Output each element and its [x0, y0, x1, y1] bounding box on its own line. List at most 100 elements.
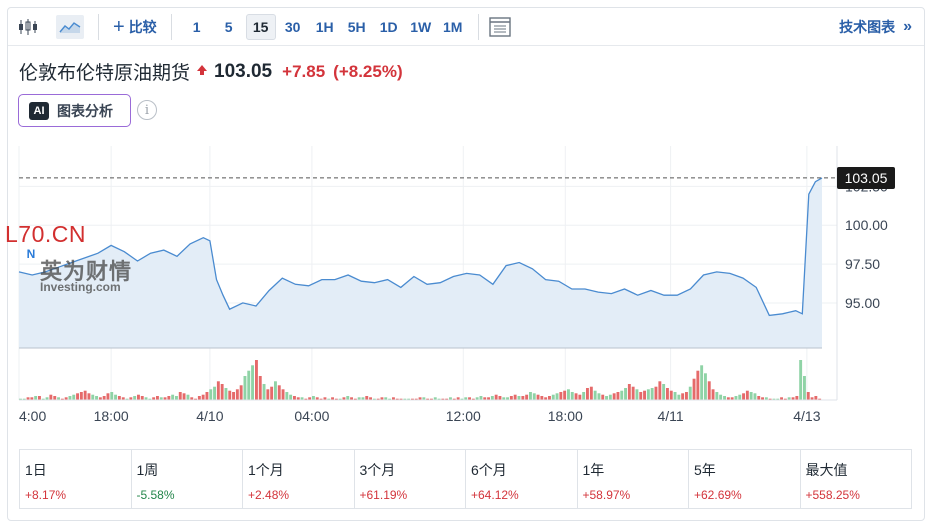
interval-5[interactable]: 5 — [224, 18, 233, 35]
volume-bar — [194, 398, 197, 400]
volume-bar — [384, 397, 388, 400]
volume-bar — [72, 394, 76, 400]
volume-bar — [452, 398, 456, 400]
volume-bar — [319, 398, 323, 400]
volume-bar — [334, 398, 338, 400]
brand-watermark-en: Investing.com — [40, 280, 121, 294]
area-chart-icon[interactable] — [48, 8, 92, 46]
volume-bar — [388, 398, 392, 400]
site-watermark: L70.CN — [5, 221, 86, 247]
volume-bar — [277, 385, 281, 400]
period-cell[interactable]: 1年 +58.97% — [578, 450, 689, 508]
volume-bar — [445, 398, 449, 400]
info-icon[interactable]: i — [137, 100, 157, 120]
fullscreen-icon[interactable] — [485, 8, 515, 46]
volume-bar — [593, 390, 597, 400]
double-chevron-right-icon: » — [903, 18, 912, 35]
x-tick-label: 4/13 — [793, 408, 820, 424]
volume-bar — [243, 376, 247, 400]
instrument-change: +7.85 — [282, 61, 326, 81]
volume-bar — [624, 388, 627, 400]
volume-bar — [483, 397, 487, 400]
volume-bar — [22, 398, 26, 400]
interval-15[interactable]: 15 — [245, 13, 276, 40]
volume-bar — [418, 397, 422, 400]
period-cell[interactable]: 1个月 +2.48% — [243, 450, 355, 508]
volume-bar — [502, 397, 506, 400]
volume-bar — [178, 392, 182, 400]
period-label: 6个月 — [471, 462, 507, 478]
volume-bar — [449, 397, 452, 400]
volume-bar — [749, 392, 753, 400]
volume-bar — [719, 394, 723, 400]
volume-bar — [646, 389, 650, 400]
period-change: +61.19% — [359, 488, 408, 502]
volume-bar — [772, 398, 776, 400]
candlestick-icon[interactable] — [8, 8, 48, 46]
volume-bar — [521, 396, 525, 400]
interval-1m[interactable]: 1M — [442, 18, 463, 35]
period-label: 3个月 — [359, 462, 396, 478]
volume-bar — [677, 394, 681, 400]
volume-bar — [711, 389, 715, 400]
price-line — [18, 177, 823, 317]
volume-bar — [76, 393, 79, 400]
ai-chart-analysis-button[interactable]: AI 图表分析 — [18, 94, 131, 127]
volume-bar — [68, 396, 72, 400]
interval-30[interactable]: 30 — [284, 18, 301, 35]
volume-bar — [38, 396, 41, 400]
period-cell[interactable]: 1日 +8.17% — [20, 450, 132, 508]
volume-bar — [795, 396, 799, 400]
interval-1d[interactable]: 1D — [379, 18, 398, 35]
technical-chart-label: 技术图表 — [839, 19, 896, 35]
volume-bar — [757, 396, 761, 400]
volume-bar — [490, 396, 494, 400]
volume-bar — [745, 390, 749, 400]
volume-bar — [57, 397, 60, 400]
volume-bar — [216, 381, 220, 400]
technical-chart-link[interactable]: 技术图表 » — [839, 8, 912, 46]
volume-bar — [532, 393, 536, 400]
volume-bar — [296, 397, 300, 400]
volume-bar — [380, 397, 384, 400]
volume-bar — [468, 397, 471, 400]
period-cell[interactable]: 5年 +62.69% — [689, 450, 801, 508]
period-cell[interactable]: 3个月 +61.19% — [355, 450, 466, 508]
period-cell[interactable]: 最大值 +558.25% — [801, 450, 912, 508]
volume-bar — [140, 396, 144, 400]
compare-button[interactable]: + 比较 — [105, 8, 165, 46]
volume-bar — [666, 388, 669, 400]
interval-1h[interactable]: 1H — [315, 18, 334, 35]
volume-bar — [365, 396, 369, 400]
volume-bar — [536, 394, 540, 400]
price-chart[interactable]: 95.0097.50100.00102.504:0018:004/1004:00… — [0, 0, 935, 430]
interval-5h[interactable]: 5H — [347, 18, 366, 35]
volume-bar — [186, 394, 190, 400]
period-label: 1个月 — [248, 462, 284, 478]
volume-bar — [426, 398, 430, 400]
volume-bar — [597, 393, 601, 400]
x-tick-label: 4/11 — [658, 408, 684, 424]
interval-1[interactable]: 1 — [192, 18, 201, 35]
period-cell[interactable]: 1周 -5.58% — [132, 450, 243, 508]
period-change: +62.69% — [694, 488, 742, 502]
volume-bar — [148, 398, 152, 400]
volume-bar — [235, 389, 239, 400]
volume-bar — [673, 392, 677, 400]
volume-bar — [768, 398, 772, 400]
volume-bar — [281, 389, 285, 400]
toolbar-divider — [98, 13, 99, 40]
volume-bar — [707, 381, 711, 400]
volume-bar — [608, 394, 612, 400]
volume-bar — [357, 397, 361, 400]
volume-bar — [563, 390, 567, 400]
volume-bar — [681, 393, 685, 400]
volume-bar — [255, 360, 258, 400]
volume-bar — [635, 389, 639, 400]
interval-1w[interactable]: 1W — [410, 18, 432, 35]
brand-watermark-cn: 英为财情 — [40, 259, 133, 284]
volume-bar — [327, 398, 331, 400]
volume-bar — [471, 398, 475, 400]
volume-bar — [567, 389, 570, 400]
period-cell[interactable]: 6个月 +64.12% — [466, 450, 578, 508]
